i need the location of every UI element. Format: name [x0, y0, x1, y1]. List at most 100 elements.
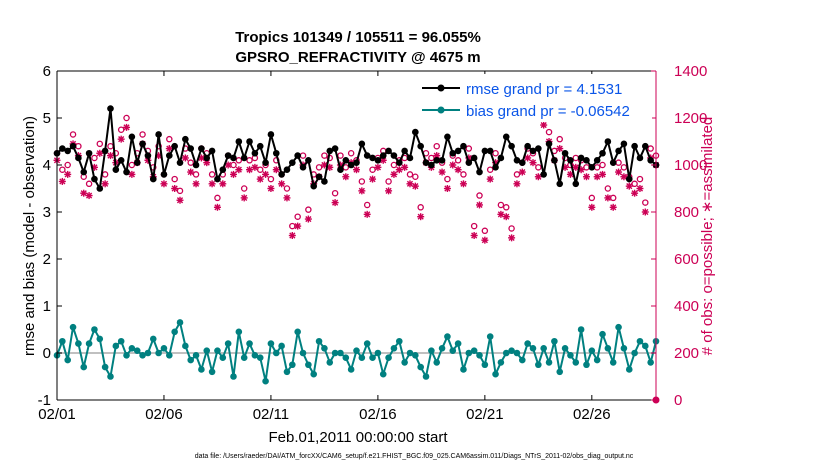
obs-assimilated-marker [411, 182, 419, 190]
rmse-point [647, 157, 654, 164]
rmse-point [593, 157, 601, 164]
rmse-point [625, 175, 633, 183]
bias-point [540, 345, 547, 352]
rmse-point [123, 168, 130, 176]
bias-point [59, 337, 66, 345]
bias-point [508, 347, 515, 354]
rmse-point [337, 166, 344, 173]
obs-possible-marker [358, 178, 366, 185]
bias-point [107, 373, 114, 380]
bias-point [272, 349, 280, 357]
obs-possible-marker [588, 194, 596, 202]
rmse-point [331, 145, 339, 152]
x-tick-label: 02/26 [573, 406, 611, 423]
rmse-point [299, 164, 307, 171]
obs-possible-marker [64, 161, 71, 169]
bias-point [374, 349, 382, 357]
y-tick-right-label: 1000 [674, 157, 707, 174]
obs-assimilated-marker [256, 175, 264, 183]
bias-point [347, 366, 355, 373]
obs-assimilated-marker [631, 189, 639, 197]
bias-point [283, 368, 291, 376]
y-tick-right-label: 600 [674, 251, 699, 268]
bias-point [251, 352, 259, 359]
bias-point [395, 337, 403, 345]
rmse-point [583, 157, 590, 164]
rmse-point [444, 133, 451, 141]
rmse-point [149, 175, 157, 183]
obs-possible-marker [599, 161, 606, 169]
bias-point [363, 340, 371, 347]
x-axis-label: Feb.01,2011 00:00:00 start [268, 429, 448, 446]
bias-point [406, 349, 414, 357]
bias-point [214, 347, 221, 354]
obs-assimilated-marker [529, 159, 537, 167]
rmse-point [535, 145, 542, 152]
rmse-point [59, 145, 66, 152]
bias-point [117, 337, 125, 345]
rmse-point [422, 159, 430, 166]
bias-point [69, 323, 77, 331]
obs-assimilated-marker [609, 203, 617, 211]
bias-point [497, 359, 505, 366]
obs-assimilated-marker [213, 203, 221, 211]
obs-possible-marker [246, 157, 253, 164]
rmse-point [502, 133, 510, 141]
obs-assimilated-marker [599, 170, 607, 178]
obs-assimilated-marker [620, 173, 628, 181]
obs-assimilated-marker [641, 208, 649, 216]
obs-possible-marker [331, 189, 339, 197]
obs-possible-marker [502, 204, 510, 211]
rmse-point [80, 168, 88, 176]
x-tick-label: 02/06 [145, 406, 183, 423]
bias-point [160, 345, 168, 352]
bias-point [390, 345, 398, 352]
obs-assimilated-marker [96, 149, 104, 157]
rmse-point [572, 180, 580, 188]
obs-assimilated-marker [470, 232, 478, 239]
bias-point [572, 359, 580, 366]
obs-edge-marker [652, 396, 660, 404]
obs-assimilated-marker [625, 182, 633, 190]
obs-possible-marker [240, 185, 248, 192]
obs-possible-marker [385, 178, 392, 185]
bias-point [535, 361, 542, 369]
obs-assimilated-marker [369, 175, 377, 183]
rmse-point [433, 157, 441, 164]
bias-point [182, 342, 189, 350]
bias-point [401, 359, 408, 366]
obs-assimilated-marker [572, 163, 580, 171]
bias-point [631, 349, 638, 357]
bias-point [615, 323, 622, 331]
obs-possible-marker [214, 194, 221, 202]
rmse-point [326, 147, 334, 155]
obs-assimilated-marker [395, 166, 403, 174]
series-layer [53, 105, 660, 385]
bias-point [492, 370, 499, 378]
obs-assimilated-marker [390, 170, 398, 178]
obs-assimilated-marker [449, 161, 457, 169]
obs-possible-marker [59, 166, 66, 173]
bias-point [438, 345, 446, 352]
obs-assimilated-marker [192, 180, 200, 188]
obs-assimilated-marker [486, 175, 494, 183]
obs-assimilated-marker [64, 170, 72, 178]
rmse-point [353, 159, 360, 166]
bias-point [642, 342, 649, 350]
rmse-point [117, 157, 125, 164]
bias-point [64, 356, 71, 364]
rmse-point [347, 161, 355, 169]
bias-point [486, 333, 494, 340]
rmse-point [294, 152, 301, 159]
obs-assimilated-marker [181, 154, 189, 162]
bias-point [85, 340, 93, 347]
y-tick-left-label: 4 [43, 157, 51, 174]
bias-point [620, 345, 628, 352]
rmse-point [631, 142, 638, 150]
rmse-point [133, 159, 141, 166]
obs-possible-marker [294, 213, 301, 220]
rmse-point [160, 171, 168, 178]
obs-possible-marker [481, 227, 489, 235]
obs-assimilated-marker [502, 213, 510, 221]
obs-assimilated-marker [58, 177, 66, 185]
